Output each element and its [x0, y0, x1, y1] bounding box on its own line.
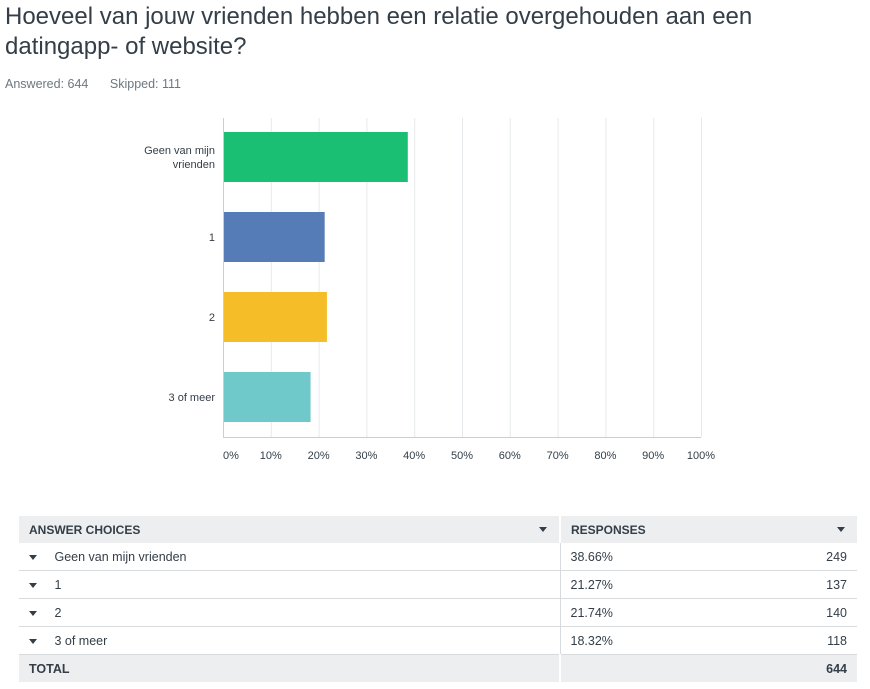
chevron-down-icon[interactable] [539, 527, 547, 532]
tick-label: 60% [499, 450, 521, 462]
answer-choices-header-label: ANSWER CHOICES [29, 522, 141, 537]
tick-label: 30% [355, 450, 377, 462]
response-percent: 21.27% [570, 577, 613, 592]
response-cell: 21.74% 140 [560, 598, 857, 627]
category-label: 3 of meer [169, 392, 216, 404]
category-label: 2 [209, 312, 215, 324]
responses-header-label: RESPONSES [571, 522, 646, 537]
choice-label: 1 [54, 577, 62, 592]
tick-label: 20% [308, 450, 330, 462]
tick-label: 40% [403, 450, 425, 462]
category-label: 1 [209, 232, 215, 244]
caret-down-icon[interactable] [29, 610, 37, 616]
choice-label: 3 of meer [54, 633, 108, 648]
tick-label: 0% [223, 450, 239, 462]
response-cell: 18.32% 118 [560, 626, 857, 655]
response-count: 137 [826, 577, 847, 592]
response-percent: 18.32% [570, 633, 613, 648]
table-row: 3 of meer 18.32% 118 [19, 626, 857, 655]
response-cell: 21.27% 137 [560, 570, 857, 599]
choice-cell: Geen van mijn vrienden [19, 543, 561, 571]
choice-cell: 3 of meer [19, 626, 561, 655]
tick-label: 90% [642, 450, 664, 462]
table-row: 2 21.74% 140 [19, 598, 857, 627]
answered-count: Answered: 644 [5, 77, 89, 91]
caret-down-icon[interactable] [29, 554, 37, 560]
caret-down-icon[interactable] [29, 582, 37, 588]
response-count: 118 [827, 633, 847, 648]
response-stats: Answered: 644 Skipped: 111 [5, 77, 199, 91]
total-count: 644 [560, 654, 857, 682]
bar-chart: Geen van mijn vrienden 1 2 3 of meer 0% 10% 20%… [144, 118, 715, 462]
choice-cell: 2 [19, 598, 561, 627]
response-count: 249 [826, 549, 847, 564]
response-count: 140 [826, 605, 847, 620]
answer-choices-header[interactable]: ANSWER CHOICES [19, 516, 561, 543]
table-row: 1 21.27% 137 [19, 570, 857, 599]
category-label: Geen van mijn [144, 145, 215, 157]
choice-label: Geen van mijn vrienden [54, 549, 187, 564]
choice-label: 2 [54, 605, 62, 620]
choice-cell: 1 [19, 570, 561, 599]
responses-header[interactable]: RESPONSES [560, 516, 857, 543]
caret-down-icon[interactable] [29, 638, 37, 644]
question-title: Hoeveel van jouw vrienden hebben een rel… [5, 3, 753, 60]
bar [223, 132, 408, 182]
response-percent: 21.74% [570, 605, 613, 620]
response-percent: 38.66% [570, 549, 613, 564]
table-row: Geen van mijn vrienden 38.66% 249 [19, 543, 857, 571]
bar [223, 372, 311, 422]
skipped-count: Skipped: 111 [109, 77, 181, 91]
total-row: TOTAL 644 [19, 654, 857, 682]
tick-label: 50% [451, 450, 473, 462]
tick-label: 70% [547, 450, 569, 462]
tick-label: 100% [687, 450, 715, 462]
bar [223, 292, 327, 342]
tick-label: 80% [594, 450, 616, 462]
category-label: vrienden [173, 159, 215, 171]
response-cell: 38.66% 249 [560, 543, 857, 571]
total-label: TOTAL [19, 654, 561, 682]
chevron-down-icon[interactable] [837, 527, 845, 532]
tick-label: 10% [260, 450, 282, 462]
bar [223, 212, 325, 262]
answer-table: ANSWER CHOICES RESPONSES Geen van mijn v… [19, 516, 857, 682]
